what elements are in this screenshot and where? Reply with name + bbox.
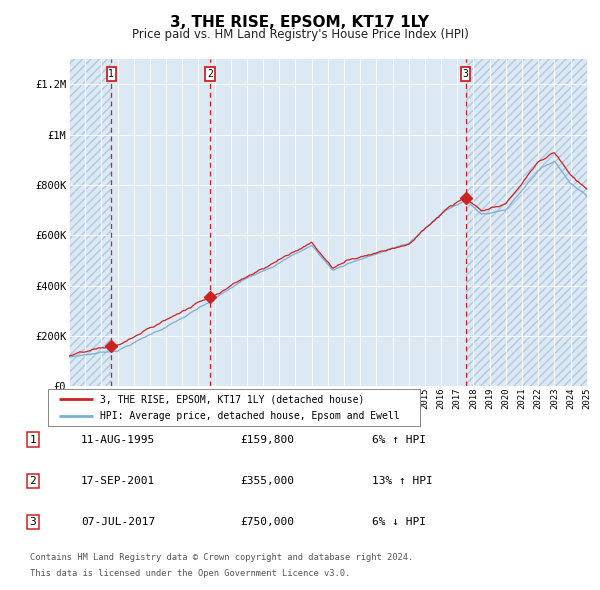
Text: £355,000: £355,000 [240, 476, 294, 486]
Text: Contains HM Land Registry data © Crown copyright and database right 2024.: Contains HM Land Registry data © Crown c… [30, 553, 413, 562]
Text: 17-SEP-2001: 17-SEP-2001 [81, 476, 155, 486]
Text: 07-JUL-2017: 07-JUL-2017 [81, 517, 155, 527]
Text: This data is licensed under the Open Government Licence v3.0.: This data is licensed under the Open Gov… [30, 569, 350, 578]
Text: 2: 2 [207, 69, 213, 79]
Text: 1: 1 [29, 435, 37, 444]
Text: Price paid vs. HM Land Registry's House Price Index (HPI): Price paid vs. HM Land Registry's House … [131, 28, 469, 41]
Text: 3: 3 [29, 517, 37, 527]
Text: 3, THE RISE, EPSOM, KT17 1LY: 3, THE RISE, EPSOM, KT17 1LY [170, 15, 430, 30]
Text: 11-AUG-1995: 11-AUG-1995 [81, 435, 155, 444]
Text: £750,000: £750,000 [240, 517, 294, 527]
Text: £159,800: £159,800 [240, 435, 294, 444]
Text: 3: 3 [463, 69, 469, 79]
Text: 6% ↓ HPI: 6% ↓ HPI [372, 517, 426, 527]
Text: HPI: Average price, detached house, Epsom and Ewell: HPI: Average price, detached house, Epso… [100, 411, 400, 421]
Text: 6% ↑ HPI: 6% ↑ HPI [372, 435, 426, 444]
Bar [111, 59, 210, 386]
Bar [210, 59, 466, 386]
Text: 13% ↑ HPI: 13% ↑ HPI [372, 476, 433, 486]
Text: 2: 2 [29, 476, 37, 486]
Bar [466, 59, 588, 386]
Text: 3, THE RISE, EPSOM, KT17 1LY (detached house): 3, THE RISE, EPSOM, KT17 1LY (detached h… [100, 394, 364, 404]
Bar [69, 59, 111, 386]
Text: 1: 1 [108, 69, 114, 79]
